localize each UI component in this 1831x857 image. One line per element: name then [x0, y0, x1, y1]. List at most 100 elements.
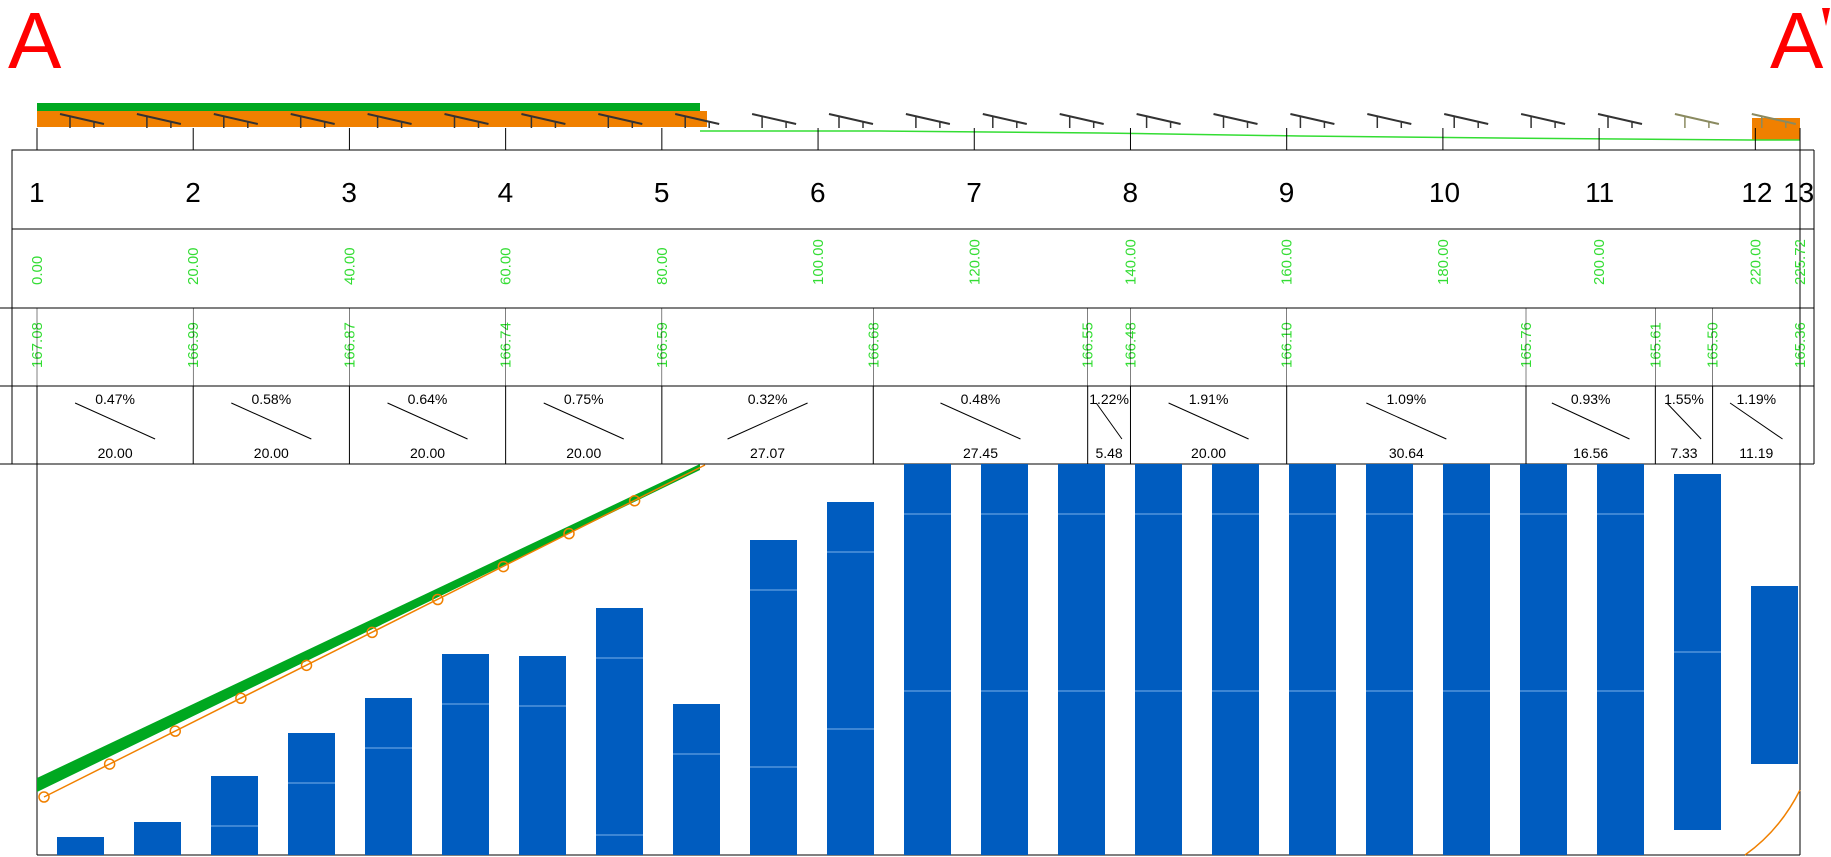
slope-indicator	[940, 402, 1021, 440]
slope-indicator	[387, 402, 468, 440]
elevation-value: 166.87	[341, 322, 358, 368]
boundary-marker	[432, 593, 444, 606]
chainage-value: 120.00	[966, 239, 983, 285]
panel-symbol	[1290, 113, 1335, 125]
segment-slope: 0.58%	[251, 391, 291, 407]
panel-symbol	[213, 113, 259, 125]
boundary-marker	[366, 626, 378, 639]
panel-column	[1212, 464, 1259, 855]
slope-indicator	[543, 402, 624, 440]
segment-slope: 1.19%	[1736, 391, 1776, 407]
chainage-value: 180.00	[1435, 239, 1452, 285]
panel-column	[211, 776, 258, 855]
panel-symbol	[1751, 113, 1797, 125]
station-number: 12	[1741, 177, 1772, 208]
panel-column	[134, 822, 181, 855]
chainage-value: 40.00	[341, 247, 358, 285]
boundary-marker	[38, 791, 50, 803]
station-number: 9	[1279, 177, 1295, 208]
panel-symbol	[1136, 113, 1181, 125]
panel-symbol	[444, 113, 489, 125]
chainage-value: 220.00	[1747, 239, 1764, 285]
panel-symbol	[59, 113, 105, 125]
panel-symbol	[1597, 113, 1643, 125]
chainage-value: 160.00	[1279, 239, 1296, 285]
profile-table: 1 2 3 4 5 6 7 8 9 10 11 12 13 0.00 20.00 40.00 60.00 80.…	[0, 149, 1815, 465]
segment-length: 30.64	[1389, 445, 1424, 461]
segment-slope: 0.48%	[961, 391, 1001, 407]
segment-length: 16.56	[1573, 445, 1608, 461]
panel-column	[596, 608, 643, 855]
station-number: 2	[185, 177, 201, 208]
slope-indicator	[1168, 402, 1249, 440]
section-end-label: A	[1770, 0, 1824, 85]
plan-view	[36, 464, 1801, 856]
elevation-value: 166.68	[865, 322, 882, 368]
chainage-value: 100.00	[810, 239, 827, 285]
segment-length: 20.00	[254, 445, 289, 461]
boundary-marker	[497, 560, 510, 573]
elevation-value: 166.59	[654, 322, 671, 368]
panel-column	[1751, 586, 1798, 764]
elevation-value: 167.08	[29, 322, 46, 368]
segment-slope: 1.22%	[1089, 391, 1129, 407]
segment-slope: 0.32%	[748, 391, 788, 407]
panel-column	[442, 654, 489, 855]
section-start-label: A	[8, 0, 62, 85]
green-panel-strip	[37, 103, 700, 111]
panel-symbols	[59, 113, 1797, 128]
profile-strip	[36, 103, 1801, 151]
panel-column	[1443, 464, 1490, 855]
panel-symbol	[674, 113, 720, 125]
slope-row: 0.47% 20.00 0.58% 20.00 0.64% 20.00 0.75% 20.00…	[36, 386, 1801, 464]
segment-length: 11.19	[1739, 445, 1773, 461]
ground-line	[700, 130, 1800, 141]
station-number: 1	[29, 177, 45, 208]
panel-column	[1289, 464, 1336, 855]
elevation-row: 167.08 166.99 166.87 166.74 166.59 166.68 166.…	[29, 308, 1809, 386]
table-border	[11, 149, 1801, 465]
panel-column	[1597, 464, 1644, 855]
segment-slope: 1.55%	[1664, 391, 1704, 407]
orange-boundary	[38, 464, 706, 803]
orange-boundary-line	[43, 464, 706, 798]
elevation-value: 166.99	[185, 322, 202, 368]
elevation-value: 166.48	[1122, 322, 1139, 368]
panel-symbol	[1059, 113, 1104, 125]
panel-column	[365, 698, 412, 855]
chainage-value: 0.00	[29, 256, 46, 285]
chainage-value: 225.72	[1792, 239, 1809, 285]
segment-length: 20.00	[1191, 445, 1226, 461]
panel-symbol	[290, 113, 335, 125]
chainage-value: 200.00	[1591, 239, 1608, 285]
station-number: 13	[1783, 177, 1814, 208]
segment-length: 20.00	[566, 445, 601, 461]
panel-column	[904, 464, 951, 855]
panel-symbol	[598, 113, 643, 125]
panel-column	[750, 540, 797, 855]
segment-slope: 0.75%	[564, 391, 604, 407]
panel-symbol	[828, 113, 874, 125]
segment-length: 20.00	[98, 445, 133, 461]
boundary-marker	[300, 659, 313, 672]
slope-indicator	[1729, 402, 1783, 440]
station-number: 4	[498, 177, 514, 208]
boundary-marker	[235, 692, 247, 704]
panel-symbol	[1367, 113, 1412, 125]
chainage-value: 60.00	[498, 247, 515, 285]
boundary-marker	[563, 527, 575, 540]
slope-indicator	[1551, 402, 1630, 440]
panel-column	[1135, 464, 1182, 855]
panel-columns	[57, 464, 1798, 855]
segment-length: 27.07	[750, 445, 785, 461]
panel-column	[288, 733, 335, 855]
panel-column	[673, 704, 720, 855]
elevation-value: 166.74	[498, 322, 515, 368]
station-number: 11	[1585, 177, 1614, 208]
orange-end-block	[1752, 118, 1800, 140]
slope-indicator	[74, 402, 156, 440]
panel-column	[827, 502, 874, 855]
segment-slope: 0.93%	[1571, 391, 1611, 407]
panel-symbol	[1674, 113, 1720, 125]
